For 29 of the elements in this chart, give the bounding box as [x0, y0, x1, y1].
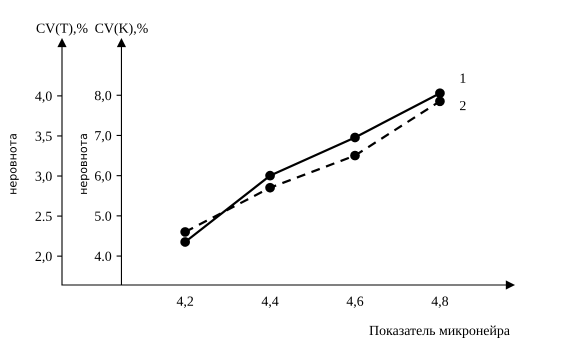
y2-tick-label: 4.0	[94, 252, 112, 262]
point	[435, 88, 445, 98]
y-tick-label: 2,0	[36, 252, 52, 264]
x-tick-label: 4,8	[432, 296, 448, 308]
y2-tick-label: 7,0	[95, 131, 112, 142]
x-tick-label: 4,6	[346, 296, 364, 308]
series-label: 2	[460, 100, 466, 110]
point	[350, 132, 360, 142]
point	[350, 150, 360, 160]
y2-axis-title: CV(K),%	[95, 23, 148, 36]
point	[265, 182, 275, 193]
point	[265, 170, 275, 181]
series-label: 1	[460, 74, 466, 83]
annotation: неровнота	[80, 134, 90, 194]
point	[180, 227, 190, 237]
y-tick-label: 3,5	[36, 132, 52, 143]
point	[180, 237, 190, 247]
point	[435, 96, 445, 106]
y-axis-title: CV(T),%	[36, 23, 88, 36]
y-tick-label: 2.5	[36, 212, 52, 222]
x-tick-label: 4,2	[176, 296, 194, 308]
y2-tick-label: 8,0	[94, 90, 112, 102]
text: неровнота	[10, 134, 19, 194]
y2-tick-label: 5.0	[95, 211, 112, 221]
x-tick-label: 4,4	[262, 296, 279, 308]
y2-tick-label: 6,0	[94, 171, 112, 183]
x-axis-title: Показатель микронейра	[369, 326, 510, 338]
y-tick-label: 3,0	[36, 172, 52, 183]
y-tick-label: 4,0	[35, 91, 52, 103]
